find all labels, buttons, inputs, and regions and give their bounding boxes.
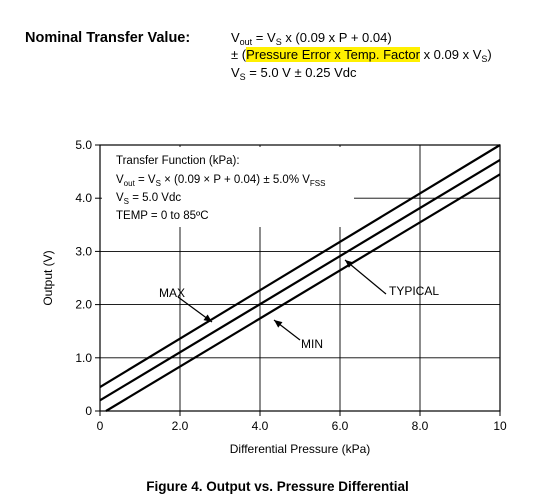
typical-label: TYPICAL (389, 284, 439, 298)
x-tick-label: 4.0 (252, 419, 269, 433)
figure-caption: Figure 4. Output vs. Pressure Differenti… (146, 479, 409, 494)
label-leaders (177, 259, 387, 341)
annotation-line-1: Transfer Function (kPa): (116, 155, 240, 167)
min-label: MIN (301, 337, 323, 351)
series-line-max (99, 144, 501, 389)
x-tick-label: 8.0 (412, 419, 429, 433)
series-lines (99, 144, 501, 412)
transfer-equation: Vout = VS x (0.09 x P + 0.04) (231, 30, 392, 47)
ticks: 0 2.0 4.0 6.0 8.0 10 0 1.0 2.0 3.0 4.0 5.0 (75, 138, 507, 433)
annotation-line-2: Vout = VS × (0.09 × P + 0.04) ± 5.0% VFS… (116, 174, 325, 188)
error-equation: ± (Pressure Error x Temp. Factor x 0.09 … (231, 47, 492, 64)
series-line-typical (99, 158, 501, 402)
x-axis-label: Differential Pressure (kPa) (230, 442, 371, 456)
min-leader-head (274, 320, 283, 328)
annotation-line-4: TEMP = 0 to 85ºC (116, 210, 209, 222)
nominal-transfer-label: Nominal Transfer Value: (25, 30, 191, 46)
x-tick-label: 6.0 (332, 419, 349, 433)
plot-frame (99, 144, 501, 412)
series-line-min (105, 173, 501, 412)
annotation-line-3: VS = 5.0 Vdc (116, 192, 181, 206)
y-axis-label: Output (V) (41, 250, 55, 305)
max-leader-head (203, 314, 212, 322)
header: Nominal Transfer Value: Vout = VS x (0.0… (0, 0, 555, 100)
typical-leader-head (345, 260, 354, 268)
x-tick-label: 10 (493, 419, 507, 433)
y-tick-label: 2.0 (75, 298, 92, 312)
y-tick-label: 1.0 (75, 351, 92, 365)
y-tick-label: 3.0 (75, 244, 92, 258)
y-tick-label: 0 (85, 404, 92, 418)
x-tick-label: 2.0 (172, 419, 189, 433)
y-tick-label: 5.0 (75, 138, 92, 152)
typical-leader (344, 259, 387, 295)
x-tick-label: 0 (97, 419, 104, 433)
max-label: MAX (159, 286, 185, 300)
annotation-box: Transfer Function (kPa): Vout = VS × (0.… (116, 155, 325, 222)
y-tick-label: 4.0 (75, 191, 92, 205)
highlighted-text: Pressure Error x Temp. Factor (246, 47, 420, 62)
supply-equation: VS = 5.0 V ± 0.25 Vdc (231, 65, 357, 82)
annotation-background (102, 147, 354, 227)
